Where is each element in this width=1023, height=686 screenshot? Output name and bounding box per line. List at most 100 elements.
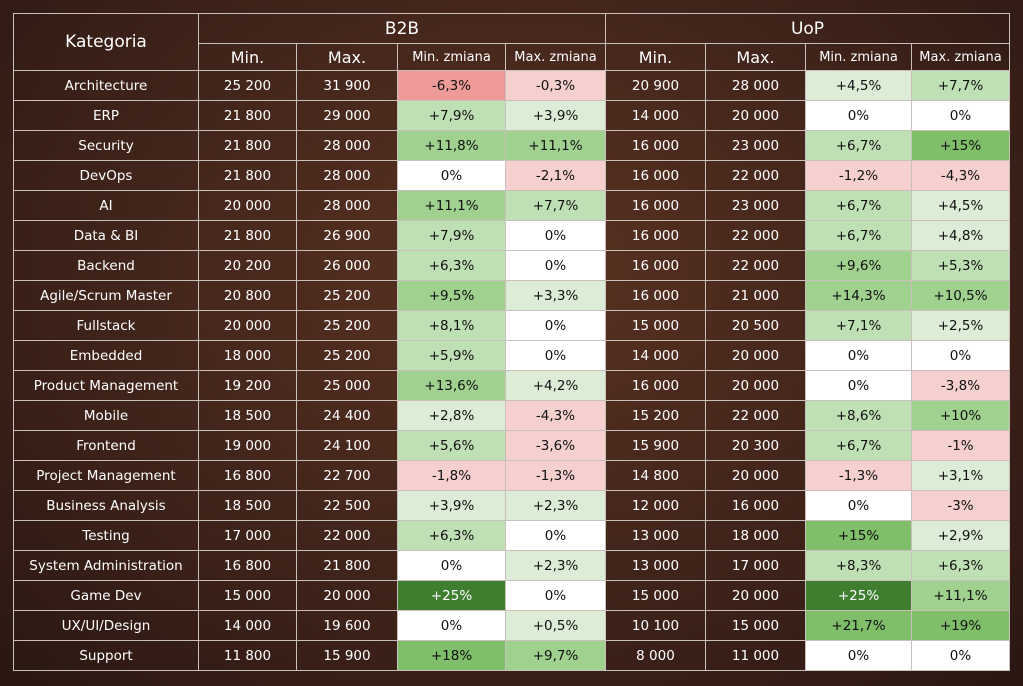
- b2b-min-change-cell: +3,9%: [397, 490, 506, 521]
- uop-min-change-cell: +14,3%: [805, 280, 912, 311]
- uop-max-cell: 15 000: [705, 610, 806, 641]
- b2b-min-change-cell: +5,9%: [397, 340, 506, 371]
- uop-max-change-cell: -1%: [911, 430, 1010, 461]
- b2b-min-cell: 20 000: [198, 310, 297, 341]
- uop-min-change-cell: +15%: [805, 520, 912, 551]
- b2b-max-cell: 25 200: [296, 310, 398, 341]
- b2b-min-cell: 18 000: [198, 340, 297, 371]
- uop-max-cell: 20 000: [705, 580, 806, 611]
- uop-max-change-cell: -3,8%: [911, 370, 1010, 401]
- uop-min-change-cell: +4,5%: [805, 70, 912, 101]
- uop-min-change-cell: 0%: [805, 340, 912, 371]
- uop-max-change-cell: -3%: [911, 490, 1010, 521]
- header-row-groups: Kategoria B2B UoP: [13, 13, 1010, 71]
- uop-min-change-cell: +8,3%: [805, 550, 912, 581]
- b2b-max-change-cell: +7,7%: [505, 190, 606, 221]
- b2b-max-change-cell: +0,5%: [505, 610, 606, 641]
- table-row: Mobile 18 500 24 400 +2,8% -4,3% 15 200 22 000…: [13, 400, 1010, 431]
- uop-min-cell: 14 000: [605, 340, 706, 371]
- b2b-max-change-cell: +3,9%: [505, 100, 606, 131]
- uop-min-cell: 16 000: [605, 280, 706, 311]
- category-cell: Architecture: [13, 70, 199, 101]
- uop-min-cell: 12 000: [605, 490, 706, 521]
- uop-max-change-cell: -4,3%: [911, 160, 1010, 191]
- uop-min-cell: 16 000: [605, 250, 706, 281]
- category-cell: Embedded: [13, 340, 199, 371]
- uop-max-change-cell: 0%: [911, 340, 1010, 371]
- category-cell: Game Dev: [13, 580, 199, 611]
- uop-max-cell: 23 000: [705, 130, 806, 161]
- b2b-max-cell: 22 700: [296, 460, 398, 491]
- category-cell: AI: [13, 190, 199, 221]
- uop-max-cell: 20 000: [705, 100, 806, 131]
- category-cell: Mobile: [13, 400, 199, 431]
- b2b-min-change-cell: +11,1%: [397, 190, 506, 221]
- salary-table: Kategoria B2B UoP Min. Max. Min. zmiana …: [13, 13, 1010, 671]
- b2b-max-change-cell: -4,3%: [505, 400, 606, 431]
- uop-max-cell: 20 000: [705, 370, 806, 401]
- uop-max-change-cell: +7,7%: [911, 70, 1010, 101]
- b2b-max-cell: 29 000: [296, 100, 398, 131]
- b2b-max-change-cell: +2,3%: [505, 490, 606, 521]
- uop-max-change-cell: +4,8%: [911, 220, 1010, 251]
- header-uop-min-change: Min. zmiana: [805, 43, 912, 71]
- uop-max-change-cell: +19%: [911, 610, 1010, 641]
- uop-min-cell: 14 800: [605, 460, 706, 491]
- b2b-min-change-cell: +9,5%: [397, 280, 506, 311]
- uop-max-cell: 17 000: [705, 550, 806, 581]
- uop-min-change-cell: 0%: [805, 100, 912, 131]
- b2b-min-change-cell: -6,3%: [397, 70, 506, 101]
- b2b-min-cell: 19 000: [198, 430, 297, 461]
- b2b-max-change-cell: 0%: [505, 580, 606, 611]
- table-row: Backend 20 200 26 000 +6,3% 0% 16 000 22 000 +9…: [13, 250, 1010, 281]
- uop-min-change-cell: +6,7%: [805, 220, 912, 251]
- category-cell: Fullstack: [13, 310, 199, 341]
- header-row-subcols: Min. Max. Min. zmiana Max. zmiana Min. M…: [14, 43, 1010, 71]
- uop-min-change-cell: -1,3%: [805, 460, 912, 491]
- b2b-min-cell: 16 800: [198, 460, 297, 491]
- uop-max-change-cell: 0%: [911, 100, 1010, 131]
- table-row: Product Management 19 200 25 000 +13,6% +4,2…: [13, 370, 1010, 401]
- b2b-max-change-cell: 0%: [505, 310, 606, 341]
- b2b-max-cell: 24 400: [296, 400, 398, 431]
- uop-max-change-cell: 0%: [911, 640, 1010, 671]
- table-row: System Administration 16 800 21 800 0% +2,3%…: [13, 550, 1010, 581]
- b2b-max-cell: 26 900: [296, 220, 398, 251]
- b2b-min-cell: 21 800: [198, 130, 297, 161]
- uop-max-change-cell: +10%: [911, 400, 1010, 431]
- uop-min-change-cell: 0%: [805, 640, 912, 671]
- b2b-min-cell: 15 000: [198, 580, 297, 611]
- b2b-min-change-cell: +7,9%: [397, 220, 506, 251]
- header-b2b-max-change: Max. zmiana: [505, 43, 606, 71]
- b2b-max-cell: 15 900: [296, 640, 398, 671]
- b2b-min-cell: 20 200: [198, 250, 297, 281]
- table-row: Business Analysis 18 500 22 500 +3,9% +2,3% 1…: [13, 490, 1010, 521]
- uop-min-change-cell: +8,6%: [805, 400, 912, 431]
- b2b-max-cell: 26 000: [296, 250, 398, 281]
- uop-min-cell: 15 000: [605, 310, 706, 341]
- uop-min-cell: 10 100: [605, 610, 706, 641]
- uop-max-cell: 23 000: [705, 190, 806, 221]
- b2b-min-cell: 14 000: [198, 610, 297, 641]
- b2b-min-change-cell: -1,8%: [397, 460, 506, 491]
- uop-max-cell: 20 000: [705, 460, 806, 491]
- uop-min-change-cell: +21,7%: [805, 610, 912, 641]
- uop-max-cell: 11 000: [705, 640, 806, 671]
- uop-min-cell: 14 000: [605, 100, 706, 131]
- uop-min-change-cell: +25%: [805, 580, 912, 611]
- b2b-max-cell: 28 000: [296, 190, 398, 221]
- b2b-min-cell: 17 000: [198, 520, 297, 551]
- category-cell: Product Management: [13, 370, 199, 401]
- uop-min-cell: 16 000: [605, 220, 706, 251]
- uop-min-change-cell: +6,7%: [805, 190, 912, 221]
- b2b-max-cell: 31 900: [296, 70, 398, 101]
- category-cell: Project Management: [13, 460, 199, 491]
- uop-max-cell: 22 000: [705, 250, 806, 281]
- b2b-max-change-cell: -3,6%: [505, 430, 606, 461]
- header-group-uop: UoP: [605, 13, 1010, 44]
- uop-min-cell: 20 900: [605, 70, 706, 101]
- header-uop-min: Min.: [605, 43, 706, 71]
- b2b-min-cell: 21 800: [198, 160, 297, 191]
- header-uop-max-change: Max. zmiana: [911, 43, 1010, 71]
- b2b-min-cell: 20 800: [198, 280, 297, 311]
